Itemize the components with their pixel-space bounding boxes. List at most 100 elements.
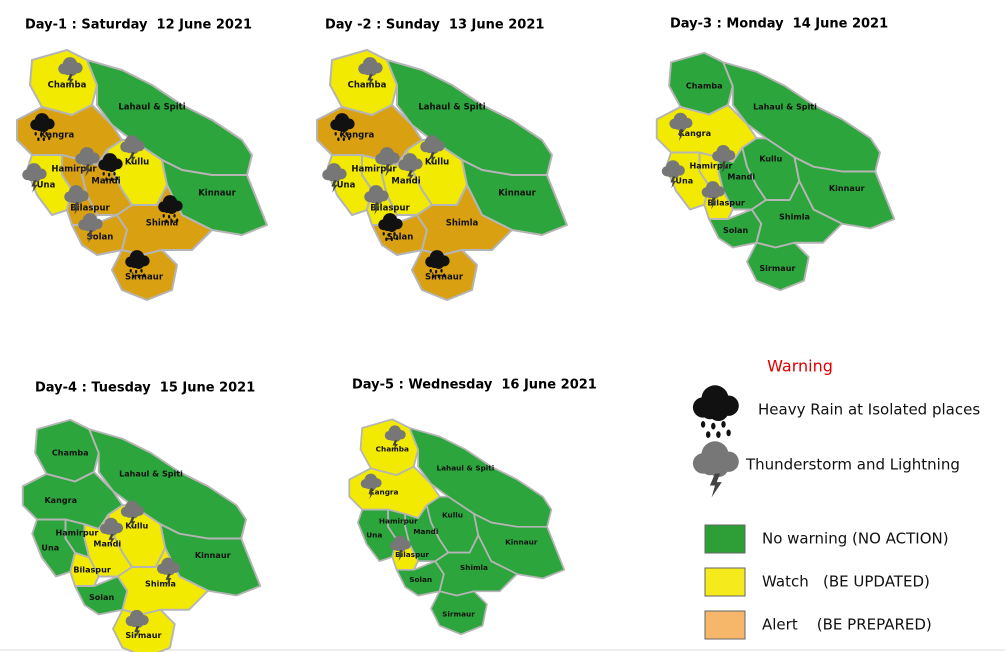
rain-drop (137, 274, 140, 278)
legend-swatch (704, 610, 746, 640)
lightning-bolt (720, 161, 727, 174)
rain-drop (134, 269, 138, 274)
district-label: Bilaspur (395, 550, 429, 559)
lightning-bolt (129, 152, 136, 165)
cloud-part (701, 458, 719, 476)
district-label: Sirmaur (442, 610, 475, 619)
lightning-bolt (129, 516, 136, 529)
warning-icon (384, 425, 406, 451)
district-label: Kinnaur (195, 551, 231, 560)
district-label: Chamba (376, 444, 409, 453)
rain-drop (129, 269, 132, 273)
cloud-part (68, 194, 78, 204)
warning-icon (156, 557, 181, 586)
cloud-part (379, 156, 389, 166)
district-label: Kullu (425, 158, 449, 168)
rain-drop (42, 137, 45, 141)
warning-icon (125, 250, 150, 278)
warning-icon (398, 153, 423, 183)
district-label: Shimla (146, 219, 179, 229)
district-label: Mandi (91, 177, 120, 187)
warning-icon (360, 473, 382, 500)
warning-icon (712, 144, 736, 174)
warning-icon (120, 135, 145, 165)
rain-drop (132, 274, 135, 278)
district-label: Kullu (125, 522, 148, 531)
lightning-bolt (677, 128, 684, 141)
cloud-part (79, 156, 89, 166)
lightning-bolt (87, 230, 94, 243)
rain-drop (345, 132, 348, 136)
rain-drop (385, 237, 388, 241)
district-label: Chamba (48, 81, 87, 91)
cloud-part (673, 121, 683, 130)
warning-icon (99, 517, 124, 546)
district-label: Una (675, 177, 693, 186)
warning-icon (58, 57, 83, 87)
district-map: Chamba Lahaul & Spiti Kangra Kullu Kinnaur Ha… (348, 418, 566, 636)
cloud-part (125, 509, 134, 518)
warning-icon (330, 113, 355, 141)
lightning-bolt (670, 176, 677, 189)
lightning-bolt (331, 180, 338, 193)
cloud-part (429, 259, 439, 269)
cloud-part (362, 66, 372, 76)
rain-drop (396, 236, 399, 241)
rain-drop (170, 219, 173, 223)
lightning-bolt (392, 440, 398, 451)
legend-icon (692, 441, 739, 498)
rain-drop (37, 137, 40, 141)
rain-drop (443, 273, 446, 278)
warning-icon (420, 135, 445, 165)
rain-drop (167, 214, 171, 219)
district-label: Lahaul & Spiti (118, 103, 185, 113)
lightning-bolt (134, 626, 141, 639)
warning-icon (158, 195, 183, 223)
rain-drop (390, 237, 393, 241)
district (746, 241, 810, 292)
rain-drop (48, 136, 51, 141)
rain-drop (165, 219, 168, 223)
district-label: Hamirpur (379, 517, 418, 526)
warning-icon (22, 163, 47, 193)
cloud-part (393, 543, 402, 551)
district-label: Hamirpur (55, 528, 98, 537)
district-label: Sirmaur (125, 631, 161, 640)
cloud-part (701, 402, 719, 420)
rain-drop (176, 218, 179, 223)
cloud-part (334, 122, 344, 132)
district-label: Kullu (442, 511, 463, 520)
lightning-bolt (407, 170, 414, 183)
legend-swatch (704, 524, 746, 554)
district-label: Lahaul & Spiti (753, 102, 817, 111)
district-label: Shimla (446, 219, 479, 229)
district-label: Una (37, 181, 56, 191)
district-label: Kinnaur (498, 189, 536, 199)
map-title: Day-4 : Tuesday 15 June 2021 (35, 381, 255, 396)
warning-icon (661, 160, 685, 189)
district-label: Chamba (686, 82, 723, 91)
district-label: Mandi (391, 177, 420, 187)
lightning-bolt (31, 180, 38, 193)
rain-drop (173, 214, 176, 218)
district-label: Solan (387, 233, 414, 243)
district-label: Mandi (727, 173, 755, 182)
rain-drop (339, 132, 343, 137)
rain-drop (434, 269, 438, 274)
district-label: Kinnaur (198, 189, 236, 199)
cloud-part (382, 222, 392, 232)
district-label: Kinnaur (829, 184, 865, 193)
rain-drop (387, 232, 391, 237)
district-label: Kullu (759, 155, 782, 164)
rain-drop (143, 273, 146, 278)
cloud-part (129, 259, 139, 269)
lightning-bolt (373, 202, 380, 215)
legend-icon-label: Thunderstorm and Lightning (745, 456, 960, 474)
district (116, 547, 209, 616)
legend-level-label: No warning (NO ACTION) (762, 530, 949, 548)
warning-icon (98, 153, 123, 181)
lightning-bolt (73, 202, 80, 215)
district (430, 590, 488, 636)
district-label: Chamba (348, 81, 387, 91)
